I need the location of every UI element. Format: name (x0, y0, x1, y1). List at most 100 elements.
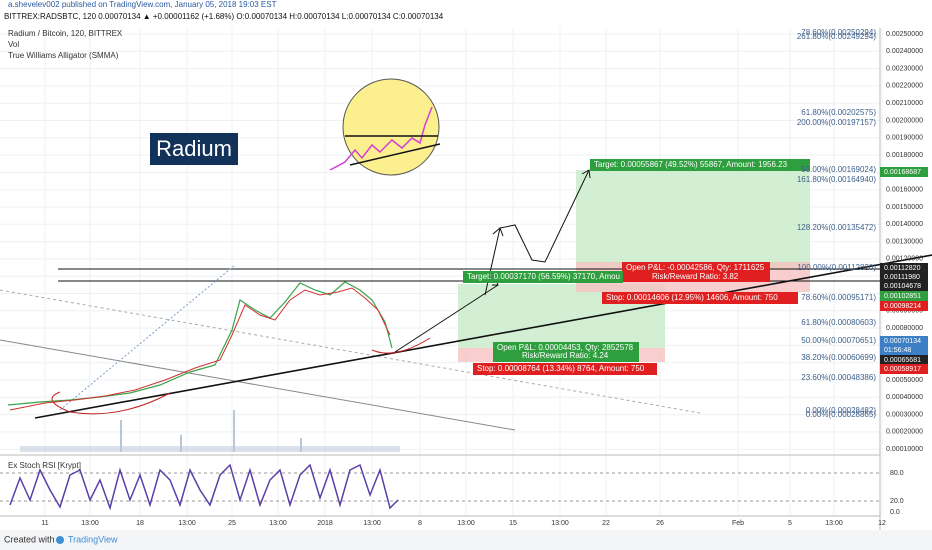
price-tag (880, 263, 928, 273)
price-label: 0.00160000 (886, 187, 923, 194)
fib-label: 0.00%(0.00028865) (806, 410, 877, 419)
label-bg (463, 271, 623, 283)
fib-label: 61.80%(0.00202575) (801, 108, 876, 117)
time-label: 25 (228, 520, 236, 527)
long-pnl: Open P&L: -0.00042586, Qty: 1711625 (626, 263, 765, 272)
price-label: 0.00050000 (886, 377, 923, 384)
annotation-box (150, 133, 238, 165)
price-label: 0.00200000 (886, 117, 923, 124)
stoch-tick: 80.0 (890, 470, 904, 477)
short-stop: Stop: 0.00008764 (13.34%) 8764, Amount: … (477, 364, 645, 373)
curve (371, 337, 431, 354)
price-label: 0.00040000 (886, 394, 923, 401)
price-tag-label: 0.00111980 (884, 274, 920, 281)
price-label: 0.00020000 (886, 429, 923, 436)
label-bg (622, 262, 770, 282)
price-tag (880, 281, 928, 291)
fib-label: 261.80%(0.00249294) (797, 32, 877, 41)
price-tag-label: 01:56:48 (884, 347, 911, 354)
time-label: 15 (509, 520, 517, 527)
fib-label: 23.60%(0.00048386) (801, 373, 876, 382)
dotted-line (59, 264, 236, 411)
time-label: 2018 (317, 520, 333, 527)
price-tag (880, 355, 928, 365)
fib-label: 38.20%(0.00060699) (801, 353, 876, 362)
legend-item: True Williams Alligator (SMMA) (8, 51, 119, 60)
price-label: 0.00230000 (886, 65, 923, 72)
footer (0, 530, 932, 550)
price-tag-label: 0.00168687 (884, 169, 921, 176)
symbol-line: BITTREX:RADSBTC, 120 0.00070134 ▲ +0.000… (4, 12, 444, 21)
long-target-zone (576, 170, 810, 270)
annotation: Radium (156, 136, 232, 161)
price-label: 0.00130000 (886, 238, 923, 245)
price-tag (880, 291, 928, 301)
time-label: 13:00 (178, 520, 196, 527)
label-bg (602, 292, 798, 304)
time-label: 11 (41, 520, 48, 527)
price-tag (880, 364, 928, 374)
price-tag (880, 336, 928, 346)
time-label: 12 (878, 520, 886, 527)
price-label: 0.00030000 (886, 411, 923, 418)
arrows (394, 169, 591, 353)
fib-label: 200.00%(0.00197157) (797, 118, 877, 127)
price-tag-label: 0.00098214 (884, 303, 921, 310)
long-stop: Stop: 0.00014606 (12.95%) 14606, Amount:… (606, 293, 778, 302)
time-label: 13:00 (81, 520, 99, 527)
price-label: 0.00250000 (886, 31, 923, 38)
price-tag (880, 272, 928, 282)
time-label: 22 (602, 520, 610, 527)
fib-label: 0.00%(0.00028482) (806, 406, 877, 415)
footer-created: Created with (4, 534, 55, 544)
short-pnl: Open P&L: 0.00004453, Qty: 2852578 (497, 343, 634, 352)
price-label: 0.00210000 (886, 100, 923, 107)
long-target: Target: 0.00055867 (49.52%) 55867, Amoun… (594, 160, 788, 169)
fib-label: 78.60%(0.00095171) (801, 293, 876, 302)
fib-label: 50.00%(0.00169024) (801, 165, 876, 174)
price-label: 0.00180000 (886, 152, 923, 159)
time-label: 13:00 (269, 520, 287, 527)
price-tag (880, 167, 928, 177)
label-bg (493, 342, 639, 362)
time-label: 18 (136, 520, 144, 527)
short-target: Target: 0.00037170 (56.59%) 37170, Amou (467, 272, 620, 281)
price-tag-label: 0.00070134 (884, 338, 921, 345)
price-label: 0.00080000 (886, 325, 923, 332)
time-label: 13:00 (457, 520, 475, 527)
fib-label: 100.00%(0.00112820) (797, 263, 876, 272)
time-label: 13:00 (363, 520, 381, 527)
fib-label: 128.20%(0.00135472) (797, 223, 877, 232)
long-rr: Risk/Reward Ratio: 3.82 (652, 272, 739, 281)
price-label: 0.00220000 (886, 83, 923, 90)
time-label: 13:00 (551, 520, 569, 527)
price-label: 0.00140000 (886, 221, 923, 228)
price-tag (880, 345, 928, 355)
price-label: 0.00190000 (886, 135, 923, 142)
trend-line (0, 339, 516, 431)
price-tag-label: 0.00112820 (884, 265, 921, 272)
time-label: 8 (418, 520, 422, 527)
stoch-line (9, 463, 399, 511)
fib-label: 161.80%(0.00164940) (797, 175, 877, 184)
footer-brand[interactable]: TradingView (68, 534, 118, 544)
price-tag-label: 0.00104678 (884, 283, 921, 290)
fib-label: 50.00%(0.00070651) (801, 336, 876, 345)
stoch-title: Ex Stoch RSI [Krypt] (8, 461, 81, 470)
short-rr: Risk/Reward Ratio: 4.24 (522, 351, 609, 360)
icon-path (329, 106, 433, 171)
fib-label: 61.80%(0.00080603) (801, 318, 876, 327)
price-tag-label: 0.00065681 (884, 357, 921, 364)
volume (20, 410, 400, 452)
icon-line (349, 143, 441, 166)
dashed-line (0, 289, 701, 414)
time-label: 5 (788, 520, 792, 527)
time-label: 26 (656, 520, 664, 527)
price-path-red (9, 287, 391, 411)
time-label: 13:00 (825, 520, 843, 527)
price-label: 0.00240000 (886, 48, 923, 55)
price-tag-label: 0.00102851 (884, 293, 921, 300)
fib-label: 78.60%(0.00250294) (801, 28, 876, 37)
label-bg (473, 363, 657, 375)
